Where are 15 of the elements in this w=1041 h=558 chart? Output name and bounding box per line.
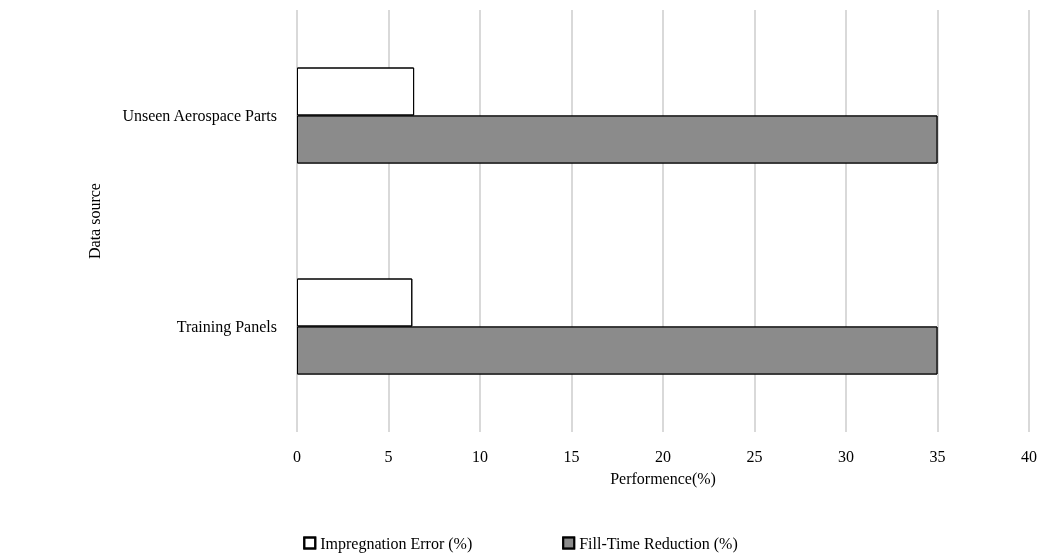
x-tick-label: 0 <box>293 447 301 465</box>
x-tick-label: 25 <box>746 447 763 465</box>
x-tick-label: 35 <box>929 447 946 465</box>
legend-label: Impregnation Error (%) <box>320 534 473 553</box>
y-tick-label: Unseen Aerospace Parts <box>122 107 277 125</box>
x-tick-label: 30 <box>838 447 854 465</box>
x-tick-label: 20 <box>655 447 671 465</box>
x-tick-label: 10 <box>472 447 488 465</box>
x-tick-label: 40 <box>1021 447 1037 465</box>
y-tick-label: Training Panels <box>176 318 277 336</box>
legend-label: Fill-Time Reduction (%) <box>579 534 738 553</box>
x-axis-title: Performence(%) <box>610 469 716 488</box>
y-axis-title: Data source <box>85 183 103 259</box>
x-tick-label: 15 <box>563 447 580 465</box>
x-tick-label: 5 <box>384 447 393 465</box>
